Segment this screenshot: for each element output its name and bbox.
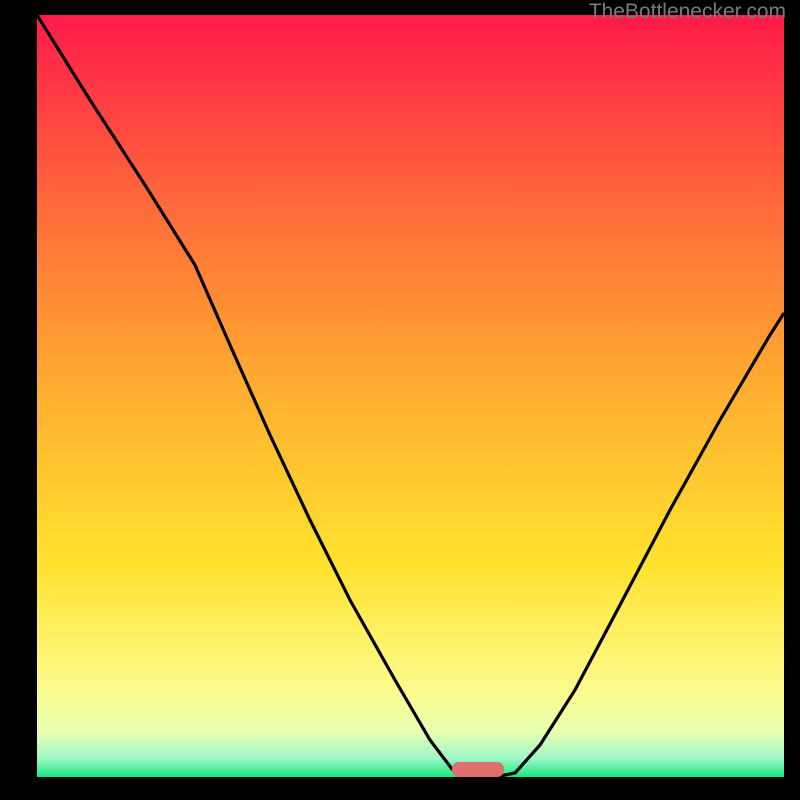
chart-frame: TheBottlenecker.com (0, 0, 800, 800)
bottleneck-curve (0, 0, 800, 800)
curve-path (37, 15, 784, 776)
watermark-text: TheBottlenecker.com (589, 0, 786, 24)
optimal-range-marker (452, 762, 504, 777)
